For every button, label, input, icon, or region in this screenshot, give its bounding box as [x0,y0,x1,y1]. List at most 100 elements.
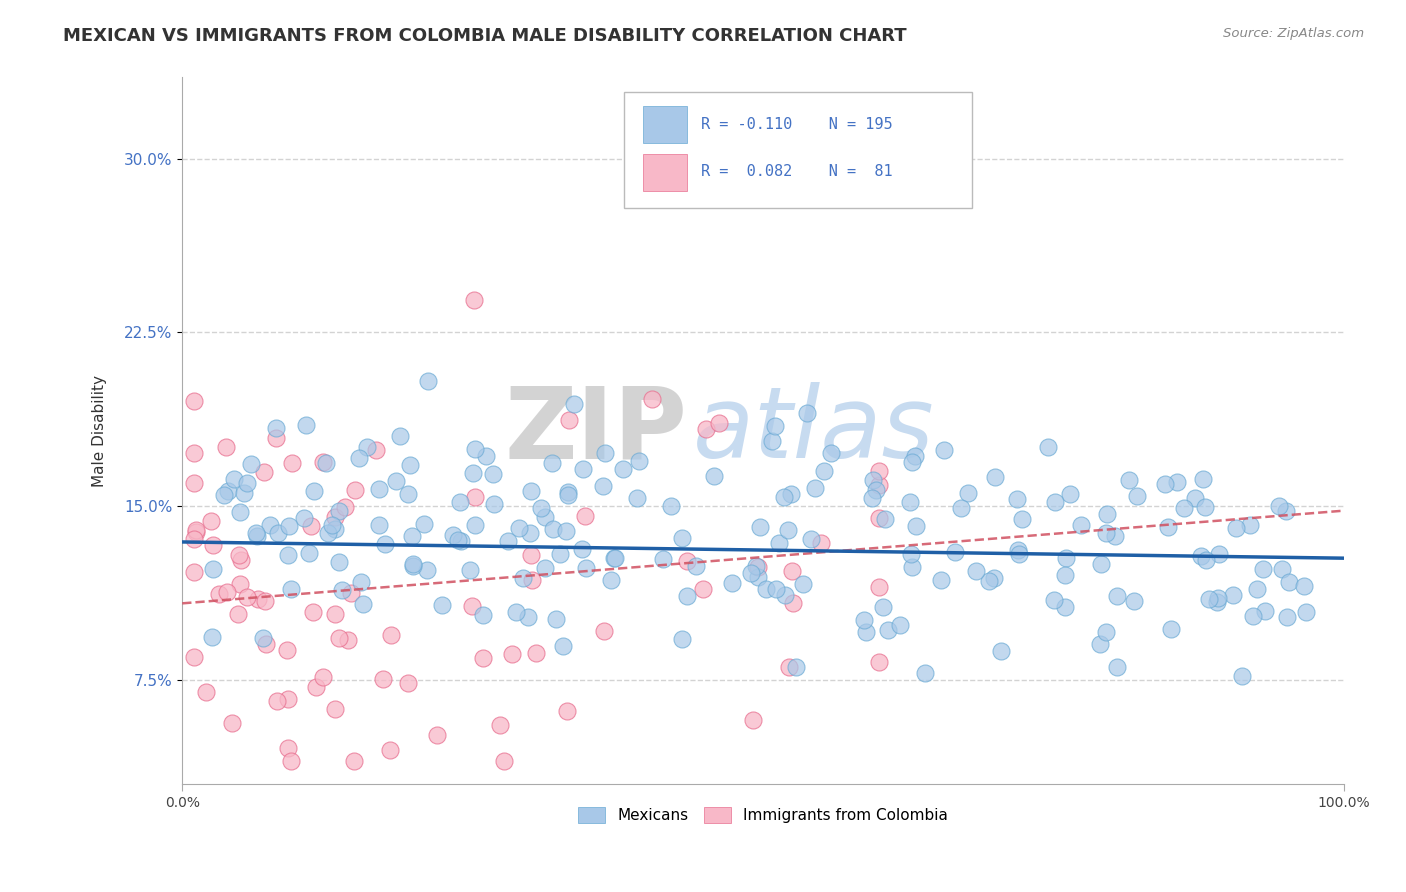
Point [551,640,574,654]
Point [949,501,972,516]
Point [441,528,464,542]
Point [305,680,328,694]
Point [402,558,425,572]
Point [267,525,290,540]
Point [508,521,530,535]
Point [983,571,1005,585]
Point [763,418,786,433]
Point [281,456,304,470]
Point [183,394,205,409]
Point [276,642,298,657]
Y-axis label: Male Disability: Male Disability [93,375,107,487]
Point [352,597,374,611]
Point [464,518,486,533]
Point [671,531,693,545]
Point [1122,594,1144,608]
Point [965,564,987,578]
Point [252,631,274,645]
Point [350,574,373,589]
Point [247,591,270,606]
Point [426,728,449,742]
Point [1239,518,1261,533]
Point [889,618,911,632]
Point [1192,472,1215,486]
Point [312,455,335,469]
Point [804,481,827,495]
Point [304,483,326,498]
Point [277,518,299,533]
Point [266,694,288,708]
Point [512,571,534,585]
Point [388,428,411,442]
Point [1275,610,1298,624]
Point [378,743,401,757]
Point [779,487,801,501]
Point [1160,622,1182,636]
Point [530,501,553,516]
Point [548,547,571,561]
Point [449,495,471,509]
Point [574,508,596,523]
Point [207,587,229,601]
Point [900,455,922,469]
Point [1253,562,1275,576]
Point [259,517,281,532]
Point [541,522,564,536]
Bar [644,106,688,143]
Point [298,546,321,560]
Point [813,464,835,478]
Point [228,577,250,591]
Point [482,497,505,511]
Point [1166,475,1188,489]
Point [384,475,406,489]
Point [692,582,714,597]
Point [1295,605,1317,619]
Point [228,549,250,563]
Point [312,670,335,684]
Point [217,585,239,599]
Point [277,548,299,562]
Point [575,561,598,575]
Point [340,586,363,600]
Point [323,702,346,716]
Point [627,454,650,468]
Point [592,479,614,493]
Point [432,598,454,612]
Point [1095,625,1118,640]
Point [1194,500,1216,514]
Point [775,588,797,602]
Point [1107,660,1129,674]
Point [239,458,262,472]
Point [1011,512,1033,526]
Point [246,529,269,543]
Point [554,524,576,538]
Point [195,685,218,699]
Point [184,525,207,540]
Point [472,651,495,665]
Text: R = -0.110    N = 195: R = -0.110 N = 195 [702,117,893,132]
Point [416,374,439,388]
Point [356,441,378,455]
Point [461,599,484,613]
Point [900,560,922,574]
Point [1054,551,1077,566]
Point [1059,487,1081,501]
Point [1230,669,1253,683]
Text: R =  0.082    N =  81: R = 0.082 N = 81 [702,164,893,179]
Point [773,490,796,504]
Point [222,472,245,486]
Point [323,510,346,524]
Point [557,488,579,502]
Point [461,466,484,480]
Point [302,605,325,619]
Point [366,443,388,458]
Point [280,754,302,768]
Point [782,564,804,578]
Point [707,416,730,430]
Point [593,446,616,460]
Text: MEXICAN VS IMMIGRANTS FROM COLOMBIA MALE DISABILITY CORRELATION CHART: MEXICAN VS IMMIGRANTS FROM COLOMBIA MALE… [63,27,907,45]
Point [626,491,648,505]
Point [183,565,205,579]
Point [447,533,470,548]
Point [792,577,814,591]
